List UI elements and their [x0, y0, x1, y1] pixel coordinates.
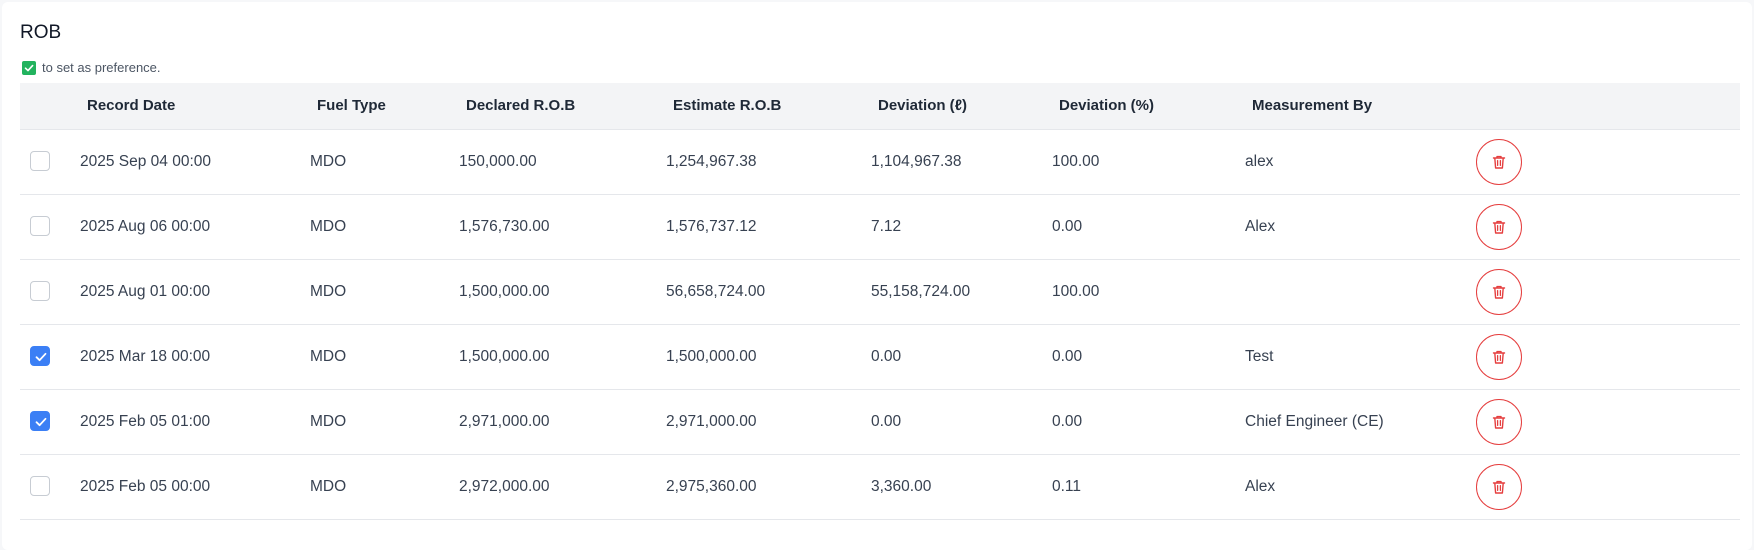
- preference-checkbox[interactable]: [30, 476, 50, 496]
- cell-deviation-percent: 100.00: [1052, 153, 1100, 170]
- table-row: 2025 Mar 18 00:00 MDO 1,500,000.00 1,500,00…: [20, 325, 1740, 390]
- cell-fuel-type: MDO: [310, 413, 347, 430]
- cell-measurement-by: Chief Engineer (CE): [1245, 413, 1384, 430]
- cell-deviation-litres: 1,104,967.38: [871, 153, 962, 170]
- cell-fuel-type: MDO: [310, 218, 347, 235]
- cell-deviation-litres: 7.12: [871, 218, 902, 235]
- preference-checkbox[interactable]: [30, 346, 50, 366]
- trash-icon: [1492, 350, 1506, 364]
- preference-hint: to set as preference.: [22, 60, 161, 75]
- cell-deviation-litres: 3,360.00: [871, 478, 932, 495]
- cell-measurement-by: Alex: [1245, 218, 1276, 235]
- cell-fuel-type: MDO: [310, 478, 347, 495]
- preference-hint-text: to set as preference.: [42, 60, 161, 75]
- trash-icon: [1492, 415, 1506, 429]
- cell-declared-rob: 2,971,000.00: [459, 413, 550, 430]
- trash-icon: [1492, 285, 1506, 299]
- trash-icon: [1492, 220, 1506, 234]
- cell-fuel-type: MDO: [310, 348, 347, 365]
- cell-declared-rob: 2,972,000.00: [459, 478, 550, 495]
- trash-icon: [1492, 155, 1506, 169]
- cell-deviation-litres: 55,158,724.00: [871, 283, 971, 300]
- table-header: Record Date Fuel Type Declared R.O.B Est…: [20, 83, 1740, 130]
- delete-button[interactable]: [1476, 204, 1522, 250]
- preference-checkbox[interactable]: [30, 151, 50, 171]
- cell-measurement-by: Test: [1245, 348, 1274, 365]
- cell-measurement-by: alex: [1245, 153, 1274, 170]
- cell-deviation-litres: 0.00: [871, 413, 902, 430]
- table-row: 2025 Feb 05 00:00 MDO 2,972,000.00 2,975,36…: [20, 455, 1740, 520]
- cell-deviation-percent: 0.00: [1052, 413, 1083, 430]
- cell-record-date: 2025 Sep 04 00:00: [80, 153, 212, 170]
- cell-estimate-rob: 2,971,000.00: [666, 413, 757, 430]
- cell-deviation-litres: 0.00: [871, 348, 902, 365]
- cell-record-date: 2025 Mar 18 00:00: [80, 348, 211, 365]
- delete-button[interactable]: [1476, 269, 1522, 315]
- cell-declared-rob: 1,576,730.00: [459, 218, 550, 235]
- cell-record-date: 2025 Feb 05 01:00: [80, 413, 211, 430]
- cell-estimate-rob: 1,254,967.38: [666, 153, 757, 170]
- table-row: 2025 Aug 01 00:00 MDO 1,500,000.00 56,658,7…: [20, 260, 1740, 325]
- section-title: ROB: [20, 22, 62, 43]
- cell-deviation-percent: 100.00: [1052, 283, 1100, 300]
- rob-table: Record Date Fuel Type Declared R.O.B Est…: [20, 83, 1740, 520]
- preference-checkbox[interactable]: [30, 216, 50, 236]
- trash-icon: [1492, 480, 1506, 494]
- cell-estimate-rob: 1,576,737.12: [666, 218, 757, 235]
- check-icon: [35, 352, 47, 362]
- column-header-fuel-type[interactable]: Fuel Type: [317, 97, 386, 114]
- column-header-deviation-percent[interactable]: Deviation (%): [1059, 97, 1155, 114]
- column-header-estimate-rob[interactable]: Estimate R.O.B: [673, 97, 782, 114]
- cell-fuel-type: MDO: [310, 283, 347, 300]
- column-header-deviation-litres[interactable]: Deviation (ℓ): [878, 97, 968, 114]
- cell-deviation-percent: 0.00: [1052, 348, 1083, 365]
- table-row: 2025 Feb 05 01:00 MDO 2,971,000.00 2,971,00…: [20, 390, 1740, 455]
- cell-record-date: 2025 Feb 05 00:00: [80, 478, 211, 495]
- check-icon: [22, 60, 36, 75]
- cell-estimate-rob: 56,658,724.00: [666, 283, 766, 300]
- delete-button[interactable]: [1476, 334, 1522, 380]
- table-row: 2025 Sep 04 00:00 MDO 150,000.00 1,254,967.…: [20, 130, 1740, 195]
- cell-measurement-by: Alex: [1245, 478, 1276, 495]
- preference-checkbox[interactable]: [30, 281, 50, 301]
- check-icon: [35, 417, 47, 427]
- cell-declared-rob: 150,000.00: [459, 153, 537, 170]
- column-header-record-date[interactable]: Record Date: [87, 97, 176, 114]
- cell-deviation-percent: 0.11: [1052, 478, 1082, 495]
- cell-deviation-percent: 0.00: [1052, 218, 1083, 235]
- cell-estimate-rob: 1,500,000.00: [666, 348, 757, 365]
- preference-checkbox[interactable]: [30, 411, 50, 431]
- cell-estimate-rob: 2,975,360.00: [666, 478, 757, 495]
- delete-button[interactable]: [1476, 464, 1522, 510]
- table-body: 2025 Sep 04 00:00 MDO 150,000.00 1,254,967.…: [20, 130, 1740, 520]
- table-row: 2025 Aug 06 00:00 MDO 1,576,730.00 1,576,73…: [20, 195, 1740, 260]
- cell-fuel-type: MDO: [310, 153, 347, 170]
- cell-record-date: 2025 Aug 01 00:00: [80, 283, 211, 300]
- cell-declared-rob: 1,500,000.00: [459, 348, 550, 365]
- delete-button[interactable]: [1476, 399, 1522, 445]
- delete-button[interactable]: [1476, 139, 1522, 185]
- cell-declared-rob: 1,500,000.00: [459, 283, 550, 300]
- column-header-measurement-by[interactable]: Measurement By: [1252, 97, 1373, 114]
- column-header-declared-rob[interactable]: Declared R.O.B: [466, 97, 576, 114]
- cell-record-date: 2025 Aug 06 00:00: [80, 218, 211, 235]
